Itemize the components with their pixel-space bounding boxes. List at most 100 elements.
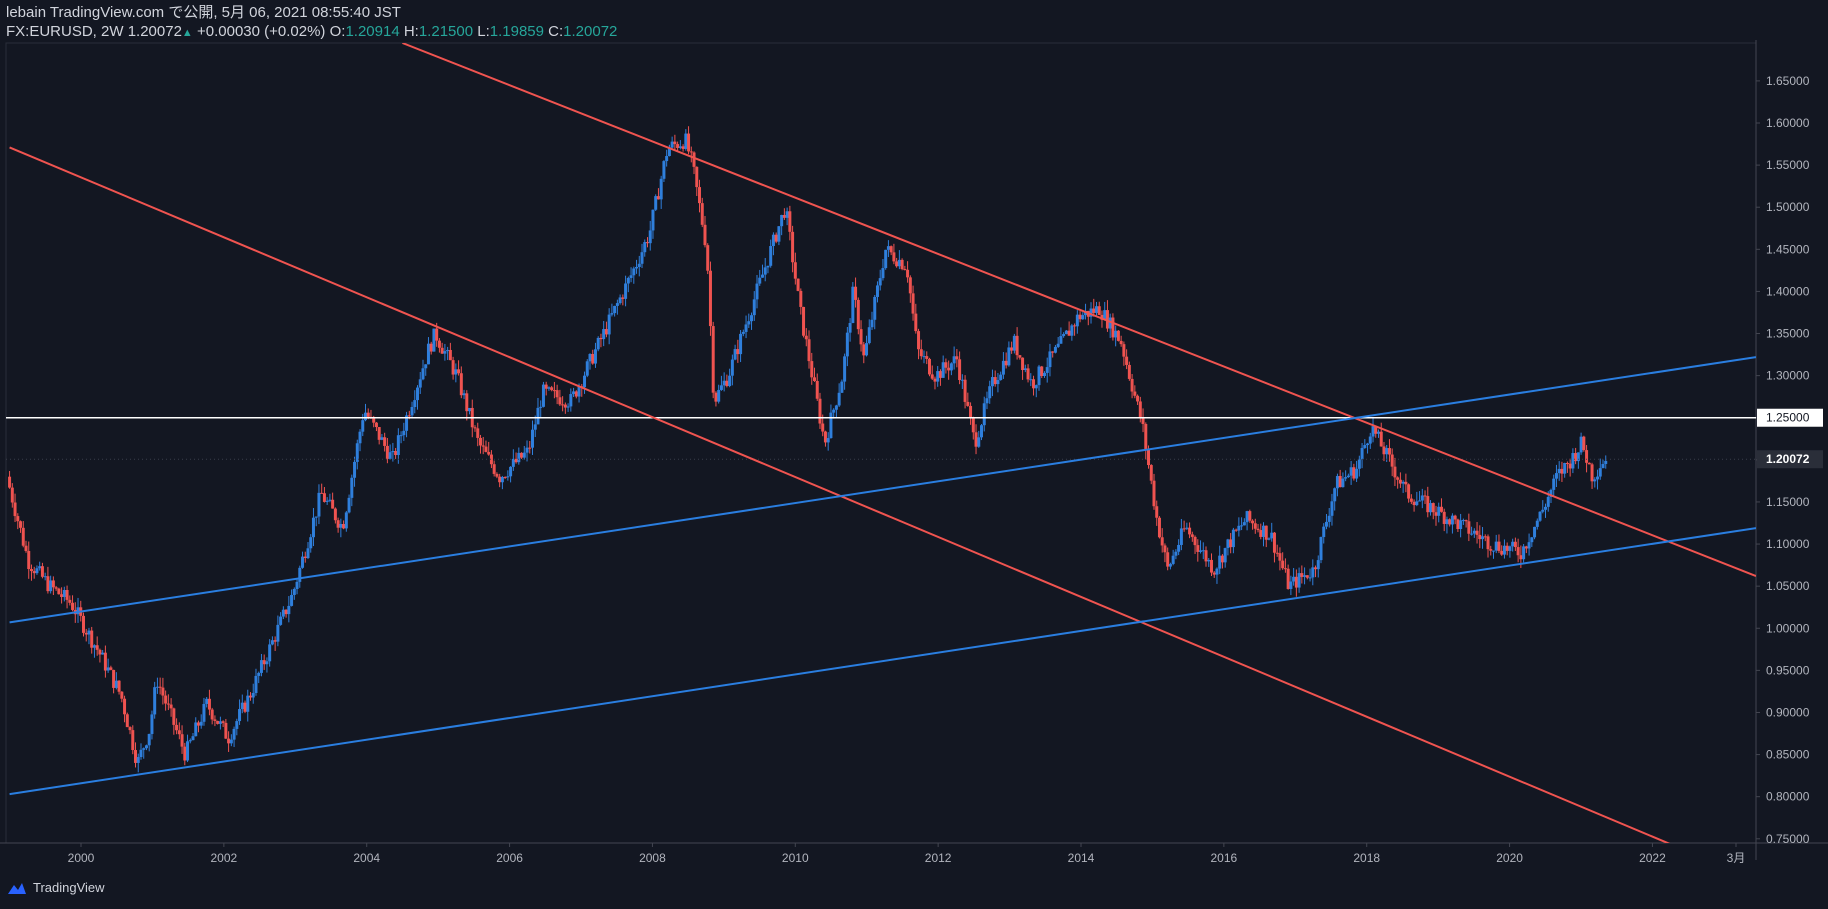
candle-body — [632, 268, 636, 276]
candle-body — [886, 246, 890, 250]
candle-body — [733, 349, 737, 360]
price-tick-label: 0.95000 — [1766, 663, 1810, 677]
candle-body — [210, 709, 214, 720]
candle-body — [388, 452, 392, 459]
candle-body — [112, 669, 116, 688]
candle-body — [1393, 466, 1397, 478]
candle-body — [1461, 520, 1465, 522]
candle-body — [988, 386, 992, 399]
candle-body — [843, 356, 847, 382]
candle-body — [980, 425, 984, 438]
candle-body — [1262, 525, 1266, 537]
candle-body — [246, 695, 250, 712]
candle-body — [1182, 528, 1186, 530]
candle-body — [465, 393, 469, 412]
candle-body — [153, 687, 157, 715]
time-tick-label: 2016 — [1211, 851, 1238, 865]
candle-body — [941, 362, 945, 378]
candle-body — [1478, 534, 1482, 540]
candle-body — [117, 680, 121, 692]
candle-body — [147, 733, 151, 746]
candle-body — [1004, 360, 1008, 366]
blue-trendline — [9, 356, 1756, 624]
candle-body — [1404, 481, 1408, 485]
candle-body — [484, 446, 488, 452]
candle-body — [40, 566, 44, 577]
candle-body — [489, 454, 493, 465]
candle-body — [780, 214, 784, 227]
candle-body — [895, 261, 899, 267]
candle-body — [1018, 355, 1022, 358]
candle-body — [1168, 563, 1172, 567]
candle-body — [1220, 555, 1224, 563]
candle-body — [81, 615, 85, 633]
price-tick-label: 1.30000 — [1766, 369, 1810, 383]
candle-body — [306, 548, 310, 559]
time-tick-label: 2020 — [1496, 851, 1523, 865]
candle-body — [27, 550, 31, 570]
candle-body — [49, 580, 53, 592]
candle-body — [109, 667, 113, 670]
candle-body — [101, 652, 105, 655]
candle-body — [1497, 541, 1501, 551]
candle-body — [955, 356, 959, 360]
candle-body — [517, 452, 521, 463]
time-tick-label: 3月 — [1727, 851, 1746, 865]
candle-body — [577, 386, 581, 397]
candle-body — [593, 349, 597, 364]
candle-body — [38, 566, 42, 569]
candle-body — [249, 695, 253, 698]
candle-body — [1363, 445, 1367, 448]
candle-body — [629, 275, 633, 278]
candle-body — [221, 721, 225, 723]
candle-body — [1407, 484, 1411, 499]
candle-body — [238, 709, 242, 722]
candle-body — [350, 477, 354, 498]
candle-body — [413, 400, 417, 408]
triangle-up-icon: ▲ — [181, 27, 193, 39]
open-value: 1.20914 — [345, 23, 400, 40]
candle-body — [443, 351, 447, 354]
candle-body — [1420, 495, 1424, 501]
candle-body — [90, 630, 94, 648]
candle-body — [1130, 378, 1134, 392]
candle-body — [993, 377, 997, 385]
candle-body — [1585, 450, 1589, 463]
candle-body — [777, 226, 781, 242]
candle-body — [854, 286, 858, 300]
candle-body — [265, 661, 269, 665]
candle-body — [1021, 357, 1025, 371]
candle-body — [878, 278, 882, 286]
candle-body — [158, 686, 162, 688]
candle-body — [262, 660, 266, 665]
candle-body — [514, 458, 518, 463]
candle-body — [1475, 530, 1479, 535]
candle-body — [834, 405, 838, 410]
candle-body — [1248, 511, 1252, 521]
candle-body — [917, 331, 921, 350]
candle-body — [1226, 539, 1230, 549]
candle-body — [1409, 498, 1413, 502]
candle-body — [1270, 532, 1274, 539]
candle-body — [1001, 360, 1005, 375]
candle-body — [1324, 521, 1328, 527]
candle-body — [1122, 344, 1126, 357]
candle-body — [865, 343, 869, 356]
candle-body — [292, 588, 296, 595]
time-tick-label: 2018 — [1353, 851, 1380, 865]
candle-body — [380, 437, 384, 440]
candle-body — [418, 379, 422, 388]
candle-body — [1051, 351, 1055, 353]
chart-header: lebain TradingView.com で公開, 5月 06, 2021 … — [6, 3, 617, 43]
price-tick-label: 1.65000 — [1766, 74, 1810, 88]
high-label: H: — [403, 23, 419, 40]
tradingview-logo[interactable]: TradingView — [6, 880, 105, 895]
candle-body — [1111, 317, 1115, 338]
candle-body — [35, 568, 39, 574]
candle-body — [1319, 537, 1323, 561]
candle-body — [1448, 519, 1452, 525]
candle-body — [561, 404, 565, 406]
candle-body — [128, 727, 132, 731]
candle-body — [1259, 530, 1263, 537]
